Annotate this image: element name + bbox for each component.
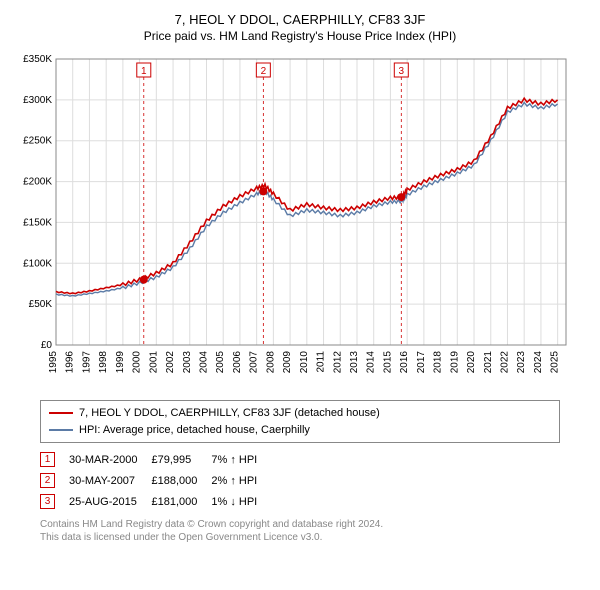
svg-text:1997: 1997 bbox=[81, 351, 92, 374]
sale-pct: 1% ↓ HPI bbox=[211, 491, 271, 512]
svg-text:1: 1 bbox=[141, 66, 147, 77]
svg-text:2009: 2009 bbox=[282, 351, 293, 374]
sale-date: 25-AUG-2015 bbox=[69, 491, 151, 512]
sales-row: 1 30-MAR-2000£79,9957% ↑ HPI bbox=[40, 449, 271, 470]
svg-text:£150K: £150K bbox=[23, 217, 52, 228]
svg-text:£100K: £100K bbox=[23, 258, 52, 269]
svg-text:£350K: £350K bbox=[23, 54, 52, 65]
sale-price: £188,000 bbox=[151, 470, 211, 491]
legend: 7, HEOL Y DDOL, CAERPHILLY, CF83 3JF (de… bbox=[40, 400, 560, 443]
svg-text:2020: 2020 bbox=[466, 351, 477, 374]
svg-text:1999: 1999 bbox=[115, 351, 126, 374]
svg-text:2018: 2018 bbox=[433, 351, 444, 374]
svg-text:2023: 2023 bbox=[516, 351, 527, 374]
svg-text:2015: 2015 bbox=[382, 351, 393, 374]
svg-text:3: 3 bbox=[399, 66, 405, 77]
legend-label-hpi: HPI: Average price, detached house, Caer… bbox=[79, 422, 310, 439]
svg-text:2017: 2017 bbox=[416, 351, 427, 374]
svg-text:2006: 2006 bbox=[232, 351, 243, 374]
sales-row: 2 30-MAY-2007£188,0002% ↑ HPI bbox=[40, 470, 271, 491]
svg-text:2: 2 bbox=[261, 66, 267, 77]
sale-date: 30-MAY-2007 bbox=[69, 470, 151, 491]
footnote: Contains HM Land Registry data © Crown c… bbox=[40, 518, 560, 544]
footnote-line-2: This data is licensed under the Open Gov… bbox=[40, 531, 560, 544]
footnote-line-1: Contains HM Land Registry data © Crown c… bbox=[40, 518, 560, 531]
sale-marker-icon: 2 bbox=[40, 473, 55, 488]
svg-text:2013: 2013 bbox=[349, 351, 360, 374]
legend-swatch-hpi bbox=[49, 429, 73, 431]
svg-text:2004: 2004 bbox=[198, 351, 209, 374]
svg-text:£300K: £300K bbox=[23, 95, 52, 106]
svg-text:2001: 2001 bbox=[148, 351, 159, 374]
sale-price: £79,995 bbox=[151, 449, 211, 470]
svg-text:2025: 2025 bbox=[550, 351, 561, 374]
svg-text:2014: 2014 bbox=[366, 351, 377, 374]
legend-row-property: 7, HEOL Y DDOL, CAERPHILLY, CF83 3JF (de… bbox=[49, 405, 551, 422]
svg-text:2011: 2011 bbox=[316, 351, 327, 373]
title-line-1: 7, HEOL Y DDOL, CAERPHILLY, CF83 3JF bbox=[10, 12, 590, 27]
svg-text:2008: 2008 bbox=[265, 351, 276, 374]
sales-table: 1 30-MAR-2000£79,9957% ↑ HPI 2 30-MAY-2007£… bbox=[40, 449, 271, 512]
sale-date: 30-MAR-2000 bbox=[69, 449, 151, 470]
svg-text:2016: 2016 bbox=[399, 351, 410, 374]
svg-text:2000: 2000 bbox=[132, 351, 143, 374]
chart-svg: 1995 1996 1997 1998 1999 2000 2001 2002 2003 2004… bbox=[10, 51, 570, 391]
legend-swatch-property bbox=[49, 412, 73, 414]
svg-text:£50K: £50K bbox=[29, 299, 53, 310]
svg-text:1998: 1998 bbox=[98, 351, 109, 374]
line-chart: 1995 1996 1997 1998 1999 2000 2001 2002 2003 2004… bbox=[10, 51, 590, 396]
legend-label-property: 7, HEOL Y DDOL, CAERPHILLY, CF83 3JF (de… bbox=[79, 405, 380, 422]
svg-text:2022: 2022 bbox=[499, 351, 510, 374]
svg-text:2005: 2005 bbox=[215, 351, 226, 374]
svg-text:2019: 2019 bbox=[449, 351, 460, 374]
chart-title-block: 7, HEOL Y DDOL, CAERPHILLY, CF83 3JF Pri… bbox=[10, 12, 590, 43]
title-line-2: Price paid vs. HM Land Registry's House … bbox=[10, 29, 590, 43]
sale-price: £181,000 bbox=[151, 491, 211, 512]
svg-text:£250K: £250K bbox=[23, 136, 52, 147]
sale-pct: 2% ↑ HPI bbox=[211, 470, 271, 491]
svg-text:£0: £0 bbox=[41, 340, 53, 351]
svg-text:1995: 1995 bbox=[48, 351, 59, 374]
sale-pct: 7% ↑ HPI bbox=[211, 449, 271, 470]
svg-text:2024: 2024 bbox=[533, 351, 544, 374]
svg-text:2021: 2021 bbox=[483, 351, 494, 374]
sales-row: 3 25-AUG-2015£181,0001% ↓ HPI bbox=[40, 491, 271, 512]
legend-row-hpi: HPI: Average price, detached house, Caer… bbox=[49, 422, 551, 439]
svg-text:£200K: £200K bbox=[23, 177, 52, 188]
svg-text:1996: 1996 bbox=[65, 351, 76, 374]
sale-marker-icon: 3 bbox=[40, 494, 55, 509]
svg-text:2010: 2010 bbox=[299, 351, 310, 374]
svg-text:2007: 2007 bbox=[249, 351, 260, 374]
sale-marker-icon: 1 bbox=[40, 452, 55, 467]
svg-text:2012: 2012 bbox=[332, 351, 343, 374]
svg-text:2002: 2002 bbox=[165, 351, 176, 374]
svg-text:2003: 2003 bbox=[182, 351, 193, 374]
